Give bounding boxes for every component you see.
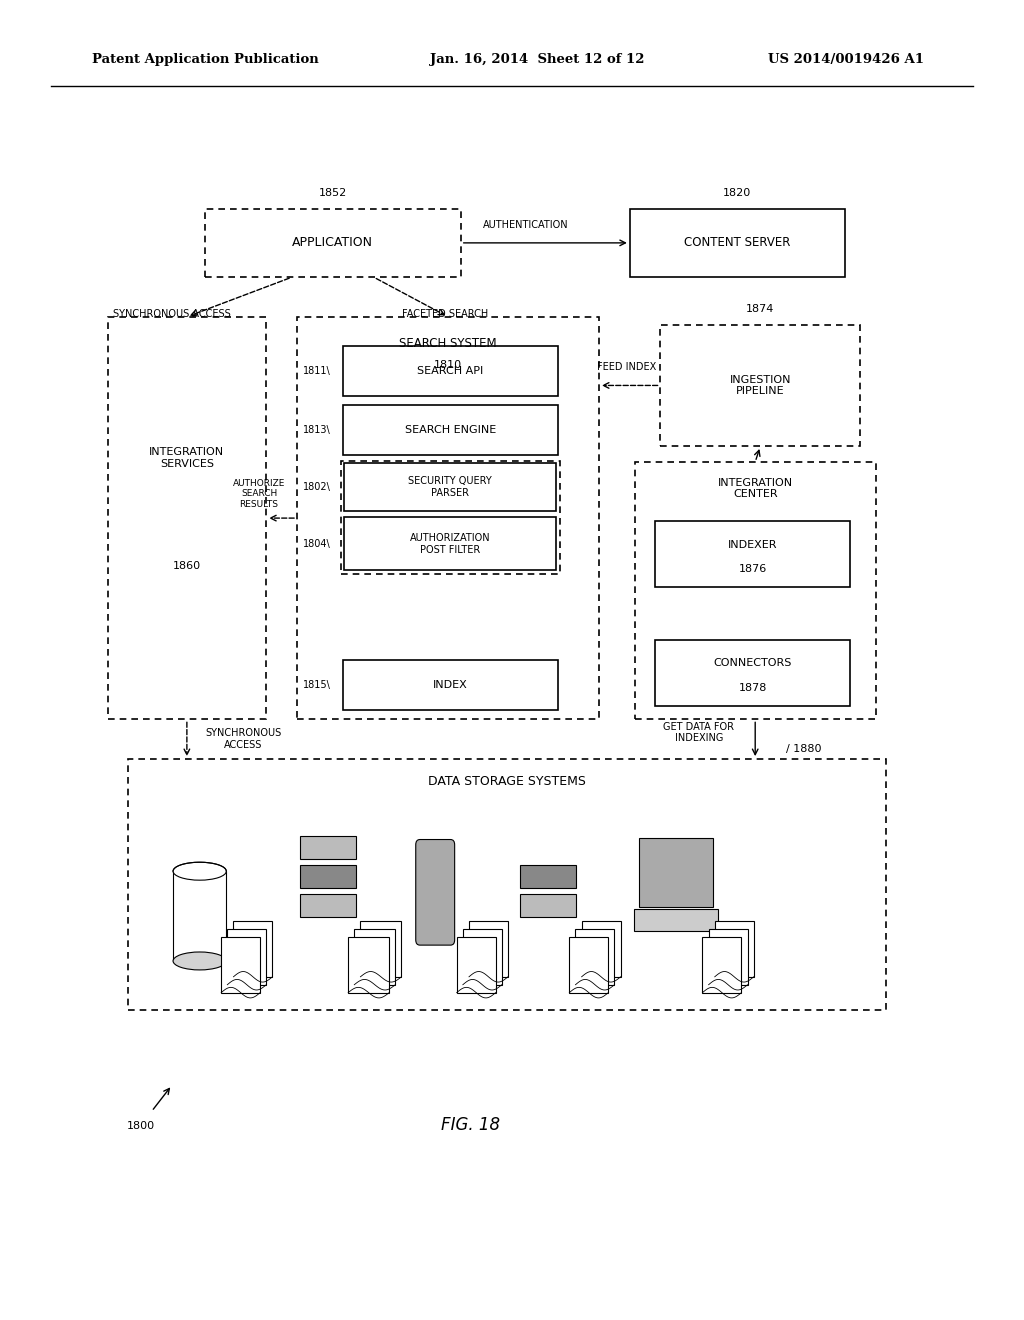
- Text: SECURITY QUERY
PARSER: SECURITY QUERY PARSER: [409, 477, 492, 498]
- Text: 1802\: 1802\: [303, 482, 331, 492]
- FancyBboxPatch shape: [343, 660, 558, 710]
- FancyBboxPatch shape: [416, 840, 455, 945]
- Text: US 2014/0019426 A1: US 2014/0019426 A1: [768, 53, 924, 66]
- FancyBboxPatch shape: [715, 921, 754, 977]
- FancyBboxPatch shape: [709, 929, 748, 985]
- FancyBboxPatch shape: [341, 461, 560, 574]
- Text: AUTHORIZE
SEARCH
RESULTS: AUTHORIZE SEARCH RESULTS: [232, 479, 286, 508]
- FancyBboxPatch shape: [108, 317, 266, 719]
- Text: Patent Application Publication: Patent Application Publication: [92, 53, 318, 66]
- Text: DATA STORAGE SYSTEMS: DATA STORAGE SYSTEMS: [428, 775, 586, 788]
- Ellipse shape: [173, 952, 226, 970]
- FancyBboxPatch shape: [634, 909, 718, 931]
- FancyBboxPatch shape: [575, 929, 614, 985]
- FancyBboxPatch shape: [630, 209, 845, 277]
- FancyBboxPatch shape: [173, 871, 226, 961]
- FancyBboxPatch shape: [469, 921, 508, 977]
- FancyBboxPatch shape: [299, 865, 356, 888]
- FancyBboxPatch shape: [457, 937, 496, 993]
- Text: SYNCHRONOUS ACCESS: SYNCHRONOUS ACCESS: [114, 309, 230, 319]
- FancyBboxPatch shape: [344, 463, 556, 511]
- Text: SEARCH API: SEARCH API: [418, 366, 483, 376]
- FancyBboxPatch shape: [463, 929, 502, 985]
- FancyBboxPatch shape: [702, 937, 741, 993]
- Text: INTEGRATION
CENTER: INTEGRATION CENTER: [718, 478, 793, 499]
- Text: SEARCH SYSTEM: SEARCH SYSTEM: [399, 337, 497, 350]
- Text: Jan. 16, 2014  Sheet 12 of 12: Jan. 16, 2014 Sheet 12 of 12: [430, 53, 644, 66]
- Text: 1810: 1810: [434, 360, 462, 371]
- FancyBboxPatch shape: [520, 865, 577, 888]
- Text: 1852: 1852: [318, 187, 347, 198]
- Text: AUTHENTICATION: AUTHENTICATION: [482, 219, 568, 230]
- Text: GET DATA FOR
INDEXING: GET DATA FOR INDEXING: [664, 722, 734, 743]
- FancyBboxPatch shape: [205, 209, 461, 277]
- FancyBboxPatch shape: [655, 640, 850, 706]
- Text: CONNECTORS: CONNECTORS: [714, 659, 792, 668]
- FancyBboxPatch shape: [343, 346, 558, 396]
- Text: 1874: 1874: [746, 304, 774, 314]
- FancyBboxPatch shape: [343, 405, 558, 455]
- FancyBboxPatch shape: [128, 759, 886, 1010]
- Text: / 1880: / 1880: [786, 743, 821, 754]
- Text: FEED INDEX: FEED INDEX: [597, 362, 656, 372]
- Text: INGESTION
PIPELINE: INGESTION PIPELINE: [729, 375, 792, 396]
- FancyBboxPatch shape: [299, 836, 356, 859]
- Text: SEARCH ENGINE: SEARCH ENGINE: [404, 425, 497, 436]
- Text: INDEXER: INDEXER: [728, 540, 777, 549]
- FancyBboxPatch shape: [660, 325, 860, 446]
- FancyBboxPatch shape: [297, 317, 599, 719]
- Text: 1804\: 1804\: [303, 539, 331, 549]
- FancyBboxPatch shape: [348, 937, 389, 993]
- Text: 1820: 1820: [723, 187, 752, 198]
- FancyBboxPatch shape: [354, 929, 395, 985]
- FancyBboxPatch shape: [360, 921, 401, 977]
- Text: AUTHORIZATION
POST FILTER: AUTHORIZATION POST FILTER: [410, 533, 490, 554]
- Text: 1870: 1870: [741, 544, 769, 554]
- Text: APPLICATION: APPLICATION: [292, 236, 374, 249]
- Text: FIG. 18: FIG. 18: [441, 1115, 501, 1134]
- FancyBboxPatch shape: [655, 521, 850, 587]
- FancyBboxPatch shape: [569, 937, 608, 993]
- Ellipse shape: [173, 862, 226, 880]
- Text: 1860: 1860: [173, 561, 201, 572]
- Text: 1811\: 1811\: [303, 366, 331, 376]
- FancyBboxPatch shape: [233, 921, 272, 977]
- Text: FACETED SEARCH: FACETED SEARCH: [402, 309, 488, 319]
- FancyBboxPatch shape: [344, 517, 556, 570]
- FancyBboxPatch shape: [635, 462, 876, 719]
- Text: 1876: 1876: [738, 564, 767, 574]
- Text: INDEX: INDEX: [433, 680, 468, 690]
- Text: 1813\: 1813\: [303, 425, 331, 436]
- FancyBboxPatch shape: [582, 921, 621, 977]
- Text: 1815\: 1815\: [303, 680, 331, 690]
- FancyBboxPatch shape: [639, 838, 713, 907]
- FancyBboxPatch shape: [520, 894, 577, 917]
- Text: INTEGRATION
SERVICES: INTEGRATION SERVICES: [150, 447, 224, 469]
- Text: 1800: 1800: [127, 1121, 156, 1131]
- Text: SYNCHRONOUS
ACCESS: SYNCHRONOUS ACCESS: [205, 729, 282, 750]
- FancyBboxPatch shape: [299, 894, 356, 917]
- FancyBboxPatch shape: [227, 929, 266, 985]
- Text: 1878: 1878: [738, 682, 767, 693]
- FancyBboxPatch shape: [221, 937, 260, 993]
- Text: CONTENT SERVER: CONTENT SERVER: [684, 236, 791, 249]
